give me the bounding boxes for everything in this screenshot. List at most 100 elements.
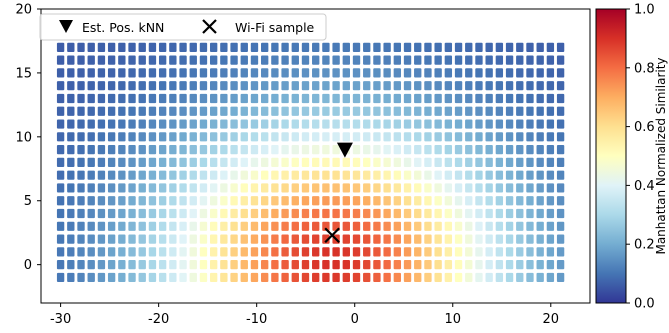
- heatmap-cell: [199, 81, 208, 91]
- heatmap-cell: [199, 196, 208, 206]
- heatmap-cell: [118, 208, 126, 219]
- heatmap-cell: [169, 42, 177, 52]
- heatmap-cell: [301, 272, 310, 283]
- heatmap-cell: [332, 196, 340, 206]
- heatmap-cell: [240, 221, 248, 231]
- heatmap-cell: [118, 170, 126, 180]
- heatmap-cell: [414, 68, 422, 78]
- heatmap-cell: [281, 196, 289, 206]
- heatmap-cell: [465, 81, 473, 91]
- heatmap-cell: [179, 42, 187, 52]
- heatmap-cell: [332, 132, 340, 142]
- heatmap-cell: [454, 247, 463, 257]
- heatmap-cell: [495, 119, 504, 129]
- heatmap-cell: [383, 260, 391, 270]
- heatmap-cell: [128, 145, 136, 155]
- heatmap-cell: [526, 234, 534, 244]
- heatmap-cell: [77, 196, 85, 206]
- heatmap-cell: [485, 221, 493, 231]
- heatmap-cell: [209, 221, 218, 231]
- heatmap-cell: [403, 42, 412, 52]
- heatmap-cell: [434, 183, 442, 193]
- heatmap-cell: [444, 234, 453, 244]
- heatmap-cell: [281, 170, 289, 180]
- heatmap-cell: [465, 68, 473, 78]
- heatmap-cell: [536, 170, 544, 180]
- heatmap-cell: [424, 119, 432, 129]
- heatmap-cell: [403, 247, 412, 257]
- heatmap-cell: [261, 132, 269, 142]
- heatmap-cell: [148, 247, 157, 257]
- heatmap-cell: [383, 68, 391, 78]
- heatmap-cell: [240, 234, 248, 244]
- heatmap-cell: [291, 234, 299, 244]
- heatmap-cell: [107, 234, 116, 244]
- heatmap-cell: [414, 196, 422, 206]
- heatmap-cell: [485, 157, 493, 167]
- heatmap-cell: [169, 145, 177, 155]
- heatmap-cell: [179, 106, 187, 116]
- heatmap-cell: [475, 119, 483, 129]
- heatmap-cell: [556, 234, 565, 244]
- heatmap-cell: [148, 119, 157, 129]
- heatmap-cell: [322, 183, 330, 193]
- heatmap-cell: [301, 157, 310, 167]
- heatmap-cell: [148, 170, 157, 180]
- heatmap-cell: [516, 132, 524, 142]
- heatmap-cell: [291, 170, 299, 180]
- heatmap-cell: [230, 272, 238, 283]
- heatmap-cell: [505, 272, 514, 283]
- heatmap-cell: [546, 221, 555, 231]
- heatmap-cell: [312, 55, 320, 65]
- heatmap-cell: [261, 42, 269, 52]
- colorbar-tick-label: 0.0: [634, 297, 655, 312]
- heatmap-cell: [158, 221, 167, 231]
- heatmap-cell: [342, 106, 350, 116]
- heatmap-cell: [505, 234, 514, 244]
- heatmap-cell: [312, 272, 320, 283]
- heatmap-cell: [220, 93, 228, 104]
- heatmap-cell: [414, 145, 422, 155]
- heatmap-cell: [485, 234, 493, 244]
- heatmap-cell: [312, 132, 320, 142]
- heatmap-cell: [128, 68, 136, 78]
- heatmap-cell: [495, 272, 504, 283]
- heatmap-cell: [536, 234, 544, 244]
- heatmap-cell: [373, 119, 381, 129]
- heatmap-cell: [138, 42, 146, 52]
- heatmap-cell: [271, 157, 279, 167]
- heatmap-cell: [383, 55, 391, 65]
- heatmap-cell: [107, 145, 116, 155]
- heatmap-cell: [118, 81, 126, 91]
- heatmap-cell: [342, 247, 350, 257]
- heatmap-cell: [352, 132, 361, 142]
- heatmap-cell: [281, 106, 289, 116]
- heatmap-cell: [301, 247, 310, 257]
- heatmap-cell: [495, 68, 504, 78]
- heatmap-cell: [220, 55, 228, 65]
- heatmap-cell: [526, 183, 534, 193]
- heatmap-cell: [107, 93, 116, 104]
- heatmap-cell: [240, 247, 248, 257]
- heatmap-cell: [189, 234, 197, 244]
- heatmap-cell: [230, 106, 238, 116]
- heatmap-cell: [128, 119, 136, 129]
- heatmap-cell: [209, 260, 218, 270]
- heatmap-cell: [118, 196, 126, 206]
- heatmap-cell: [169, 119, 177, 129]
- heatmap-cell: [526, 145, 534, 155]
- heatmap-cell: [179, 221, 187, 231]
- heatmap-cell: [250, 170, 259, 180]
- heatmap-cell: [169, 221, 177, 231]
- heatmap-cell: [383, 170, 391, 180]
- heatmap-cell: [556, 106, 565, 116]
- heatmap-cell: [148, 208, 157, 219]
- heatmap-cell: [87, 208, 95, 219]
- heatmap-cell: [373, 221, 381, 231]
- heatmap-cell: [536, 145, 544, 155]
- heatmap-cell: [424, 55, 432, 65]
- heatmap-cell: [383, 42, 391, 52]
- heatmap-cell: [67, 68, 75, 78]
- heatmap-cell: [87, 183, 95, 193]
- heatmap-cell: [434, 247, 442, 257]
